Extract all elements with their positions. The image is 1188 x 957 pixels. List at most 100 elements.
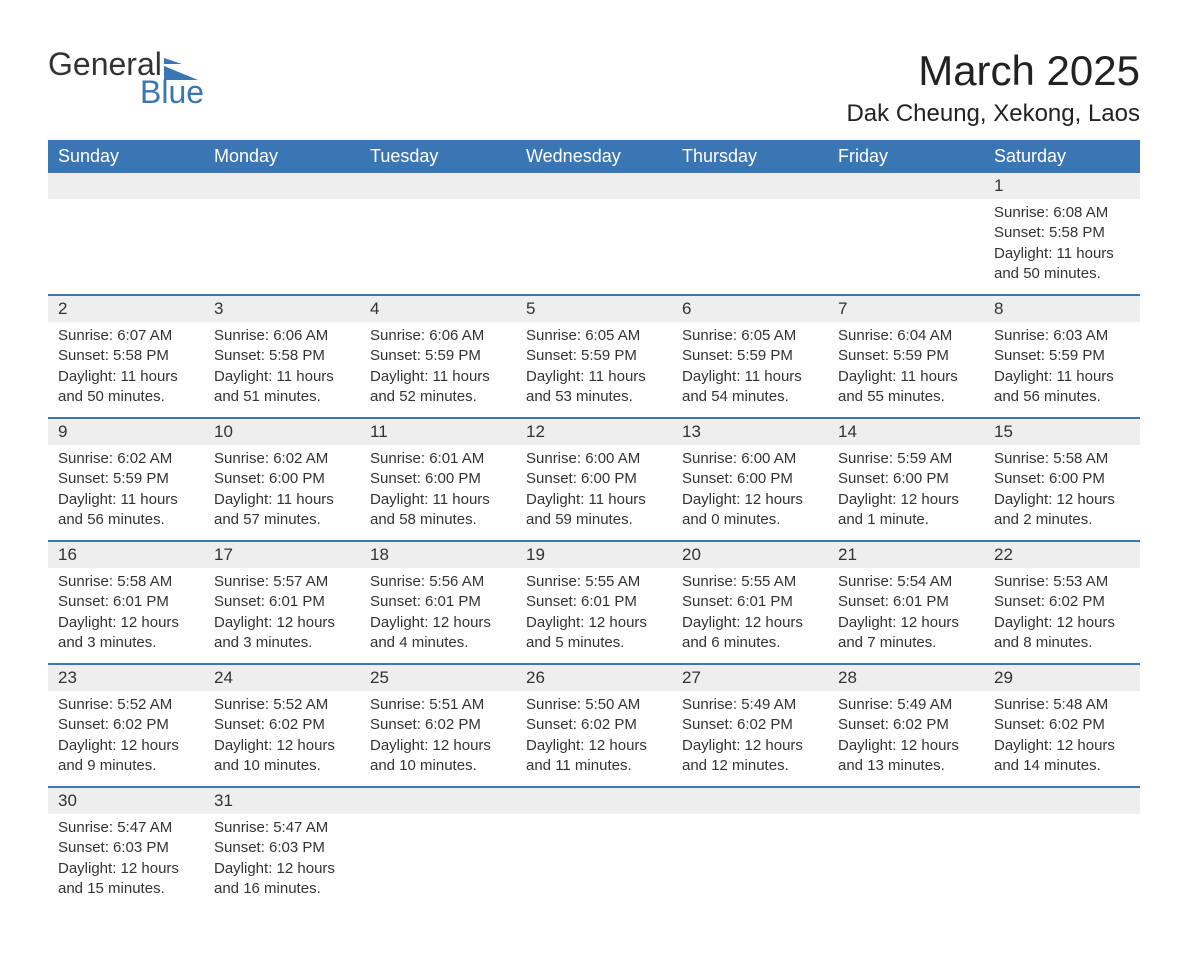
sunrise-text: Sunrise: 6:06 AM bbox=[214, 326, 350, 346]
sunrise-text: Sunrise: 6:07 AM bbox=[58, 326, 194, 346]
day-content: Sunrise: 5:51 AMSunset: 6:02 PMDaylight:… bbox=[360, 691, 516, 786]
day-content: Sunrise: 6:05 AMSunset: 5:59 PMDaylight:… bbox=[672, 322, 828, 417]
calendar-cell: 6Sunrise: 6:05 AMSunset: 5:59 PMDaylight… bbox=[672, 295, 828, 418]
weekday-header: Friday bbox=[828, 140, 984, 173]
day-content: Sunrise: 6:00 AMSunset: 6:00 PMDaylight:… bbox=[672, 445, 828, 540]
day-content: Sunrise: 6:01 AMSunset: 6:00 PMDaylight:… bbox=[360, 445, 516, 540]
calendar-cell bbox=[48, 173, 204, 295]
sunset-text: Sunset: 6:00 PM bbox=[682, 469, 818, 489]
sunrise-text: Sunrise: 5:51 AM bbox=[370, 695, 506, 715]
day-content: Sunrise: 5:52 AMSunset: 6:02 PMDaylight:… bbox=[204, 691, 360, 786]
day-number bbox=[516, 173, 672, 199]
day-number: 11 bbox=[360, 419, 516, 445]
sunset-text: Sunset: 6:01 PM bbox=[682, 592, 818, 612]
calendar-cell: 17Sunrise: 5:57 AMSunset: 6:01 PMDayligh… bbox=[204, 541, 360, 664]
sunrise-text: Sunrise: 5:56 AM bbox=[370, 572, 506, 592]
sunset-text: Sunset: 5:58 PM bbox=[58, 346, 194, 366]
calendar-week: 2Sunrise: 6:07 AMSunset: 5:58 PMDaylight… bbox=[48, 295, 1140, 418]
logo-word2: Blue bbox=[48, 76, 204, 108]
day-content bbox=[672, 199, 828, 213]
day-content: Sunrise: 5:48 AMSunset: 6:02 PMDaylight:… bbox=[984, 691, 1140, 786]
sunset-text: Sunset: 6:01 PM bbox=[526, 592, 662, 612]
daylight-text: Daylight: 11 hours and 56 minutes. bbox=[994, 367, 1130, 408]
day-content bbox=[828, 199, 984, 213]
calendar-cell bbox=[516, 173, 672, 295]
calendar-cell: 16Sunrise: 5:58 AMSunset: 6:01 PMDayligh… bbox=[48, 541, 204, 664]
sunrise-text: Sunrise: 6:05 AM bbox=[682, 326, 818, 346]
weekday-header: Thursday bbox=[672, 140, 828, 173]
calendar-cell: 28Sunrise: 5:49 AMSunset: 6:02 PMDayligh… bbox=[828, 664, 984, 787]
calendar-cell: 5Sunrise: 6:05 AMSunset: 5:59 PMDaylight… bbox=[516, 295, 672, 418]
day-number: 22 bbox=[984, 542, 1140, 568]
calendar-cell bbox=[828, 787, 984, 909]
weekday-header: Saturday bbox=[984, 140, 1140, 173]
day-number: 23 bbox=[48, 665, 204, 691]
sunset-text: Sunset: 6:03 PM bbox=[58, 838, 194, 858]
day-content bbox=[48, 199, 204, 213]
calendar-cell: 7Sunrise: 6:04 AMSunset: 5:59 PMDaylight… bbox=[828, 295, 984, 418]
calendar-cell: 26Sunrise: 5:50 AMSunset: 6:02 PMDayligh… bbox=[516, 664, 672, 787]
sunset-text: Sunset: 6:02 PM bbox=[994, 715, 1130, 735]
daylight-text: Daylight: 12 hours and 3 minutes. bbox=[214, 613, 350, 654]
day-number: 5 bbox=[516, 296, 672, 322]
daylight-text: Daylight: 11 hours and 50 minutes. bbox=[58, 367, 194, 408]
day-content bbox=[360, 814, 516, 828]
day-number: 12 bbox=[516, 419, 672, 445]
sunrise-text: Sunrise: 6:00 AM bbox=[526, 449, 662, 469]
day-number bbox=[672, 788, 828, 814]
sunrise-text: Sunrise: 5:59 AM bbox=[838, 449, 974, 469]
day-number: 30 bbox=[48, 788, 204, 814]
calendar-cell: 31Sunrise: 5:47 AMSunset: 6:03 PMDayligh… bbox=[204, 787, 360, 909]
calendar-cell: 14Sunrise: 5:59 AMSunset: 6:00 PMDayligh… bbox=[828, 418, 984, 541]
day-number bbox=[516, 788, 672, 814]
daylight-text: Daylight: 12 hours and 10 minutes. bbox=[214, 736, 350, 777]
daylight-text: Daylight: 12 hours and 0 minutes. bbox=[682, 490, 818, 531]
sunset-text: Sunset: 6:01 PM bbox=[58, 592, 194, 612]
day-number: 3 bbox=[204, 296, 360, 322]
day-content: Sunrise: 6:07 AMSunset: 5:58 PMDaylight:… bbox=[48, 322, 204, 417]
calendar-cell: 8Sunrise: 6:03 AMSunset: 5:59 PMDaylight… bbox=[984, 295, 1140, 418]
day-number: 6 bbox=[672, 296, 828, 322]
calendar-cell: 9Sunrise: 6:02 AMSunset: 5:59 PMDaylight… bbox=[48, 418, 204, 541]
day-number: 1 bbox=[984, 173, 1140, 199]
day-number: 18 bbox=[360, 542, 516, 568]
calendar-table: SundayMondayTuesdayWednesdayThursdayFrid… bbox=[48, 140, 1140, 909]
day-content: Sunrise: 6:06 AMSunset: 5:58 PMDaylight:… bbox=[204, 322, 360, 417]
calendar-cell: 24Sunrise: 5:52 AMSunset: 6:02 PMDayligh… bbox=[204, 664, 360, 787]
calendar-cell: 21Sunrise: 5:54 AMSunset: 6:01 PMDayligh… bbox=[828, 541, 984, 664]
calendar-cell: 11Sunrise: 6:01 AMSunset: 6:00 PMDayligh… bbox=[360, 418, 516, 541]
day-number: 27 bbox=[672, 665, 828, 691]
sunset-text: Sunset: 6:00 PM bbox=[370, 469, 506, 489]
weekday-header: Sunday bbox=[48, 140, 204, 173]
sunrise-text: Sunrise: 5:57 AM bbox=[214, 572, 350, 592]
sunset-text: Sunset: 5:59 PM bbox=[370, 346, 506, 366]
sunset-text: Sunset: 6:02 PM bbox=[838, 715, 974, 735]
sunrise-text: Sunrise: 6:04 AM bbox=[838, 326, 974, 346]
calendar-body: 1Sunrise: 6:08 AMSunset: 5:58 PMDaylight… bbox=[48, 173, 1140, 909]
calendar-cell: 23Sunrise: 5:52 AMSunset: 6:02 PMDayligh… bbox=[48, 664, 204, 787]
day-content bbox=[360, 199, 516, 213]
calendar-cell bbox=[672, 173, 828, 295]
month-title: March 2025 bbox=[846, 48, 1140, 94]
day-number: 24 bbox=[204, 665, 360, 691]
day-number: 19 bbox=[516, 542, 672, 568]
day-number: 14 bbox=[828, 419, 984, 445]
day-content: Sunrise: 6:06 AMSunset: 5:59 PMDaylight:… bbox=[360, 322, 516, 417]
sunset-text: Sunset: 5:59 PM bbox=[58, 469, 194, 489]
day-content bbox=[204, 199, 360, 213]
daylight-text: Daylight: 11 hours and 55 minutes. bbox=[838, 367, 974, 408]
calendar-cell: 29Sunrise: 5:48 AMSunset: 6:02 PMDayligh… bbox=[984, 664, 1140, 787]
sunset-text: Sunset: 6:00 PM bbox=[214, 469, 350, 489]
day-number: 4 bbox=[360, 296, 516, 322]
daylight-text: Daylight: 12 hours and 10 minutes. bbox=[370, 736, 506, 777]
day-number: 26 bbox=[516, 665, 672, 691]
sunset-text: Sunset: 6:00 PM bbox=[994, 469, 1130, 489]
sunset-text: Sunset: 5:59 PM bbox=[838, 346, 974, 366]
day-number: 16 bbox=[48, 542, 204, 568]
sunset-text: Sunset: 6:02 PM bbox=[682, 715, 818, 735]
day-content: Sunrise: 5:47 AMSunset: 6:03 PMDaylight:… bbox=[48, 814, 204, 909]
daylight-text: Daylight: 11 hours and 52 minutes. bbox=[370, 367, 506, 408]
calendar-cell bbox=[360, 787, 516, 909]
sunrise-text: Sunrise: 5:48 AM bbox=[994, 695, 1130, 715]
calendar-cell bbox=[360, 173, 516, 295]
